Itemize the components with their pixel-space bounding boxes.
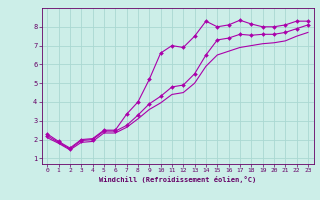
X-axis label: Windchill (Refroidissement éolien,°C): Windchill (Refroidissement éolien,°C) — [99, 176, 256, 183]
